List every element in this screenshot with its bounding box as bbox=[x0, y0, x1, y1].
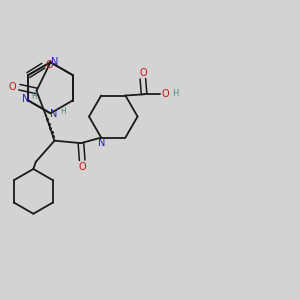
Text: H: H bbox=[172, 89, 178, 98]
Text: H: H bbox=[60, 106, 66, 116]
Text: O: O bbox=[161, 89, 169, 99]
Text: N: N bbox=[50, 109, 57, 119]
Text: N: N bbox=[22, 94, 29, 104]
Text: N: N bbox=[98, 138, 106, 148]
Text: O: O bbox=[46, 60, 53, 70]
Text: N: N bbox=[51, 57, 59, 67]
Text: O: O bbox=[9, 82, 16, 92]
Text: H: H bbox=[32, 92, 38, 101]
Text: O: O bbox=[139, 68, 147, 77]
Text: O: O bbox=[79, 162, 86, 172]
